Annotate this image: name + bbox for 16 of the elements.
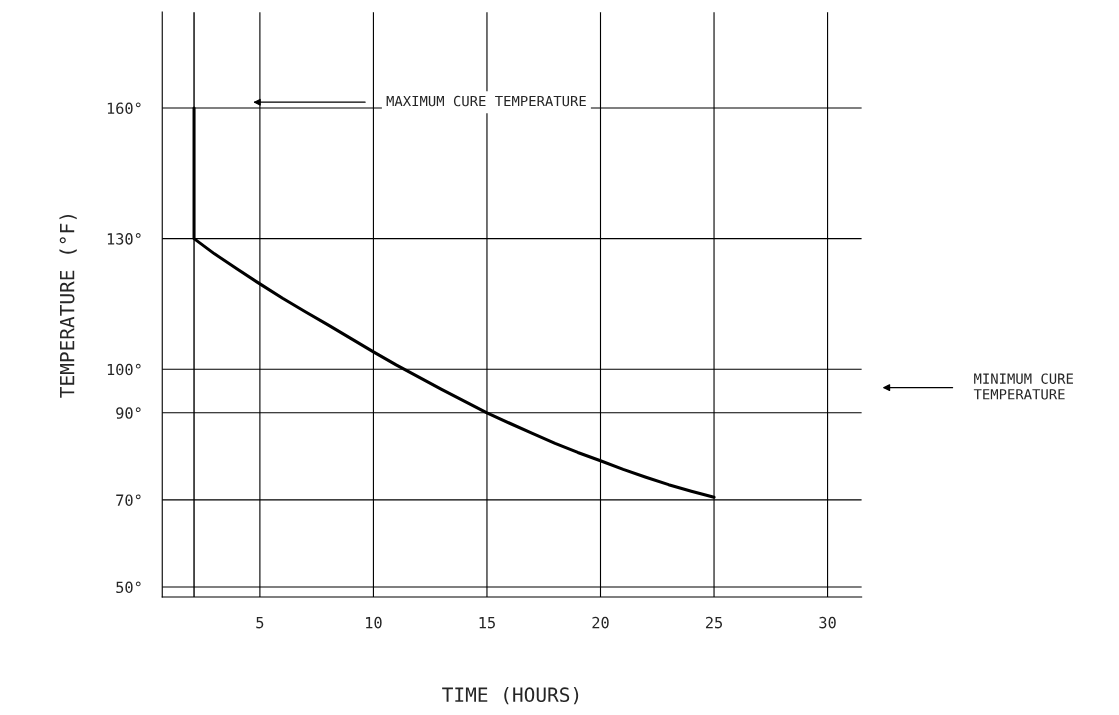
- x-tick-label: 5: [256, 617, 264, 629]
- y-tick-label: 50°: [116, 581, 141, 594]
- y-tick-label: 130°: [107, 233, 141, 245]
- y-axis-title: TEMPERATURE (°F): [59, 214, 77, 398]
- x-tick-label: 10: [366, 616, 382, 629]
- y-tick-label: 90°: [116, 407, 141, 419]
- y-tick-label: 100°: [107, 363, 141, 376]
- y-tick-label: 160°: [107, 102, 141, 115]
- x-tick-label: 15: [479, 617, 495, 629]
- x-tick-label: 30: [819, 616, 836, 629]
- annotation: MAXIMUM CURE TEMPERATURE: [386, 95, 586, 107]
- x-axis-title: TIME (HOURS): [442, 687, 579, 705]
- x-tick-label: 25: [705, 616, 723, 629]
- text: MINIMUM CURE TEMPERATURE: [973, 373, 1073, 400]
- x-tick-label: 20: [592, 616, 609, 629]
- y-tick-label: 70°: [116, 494, 141, 506]
